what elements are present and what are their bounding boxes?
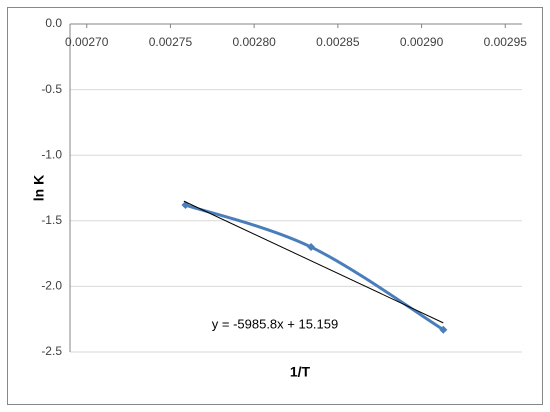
y-tick-label: -2.5	[41, 344, 62, 358]
y-tick-label: -1.5	[41, 213, 62, 227]
y-tick-label: 0.0	[45, 16, 62, 30]
x-tick-label: 0.00295	[484, 35, 528, 49]
x-tick-label: 0.00270	[65, 35, 109, 49]
y-tick-label: -1.0	[41, 147, 62, 161]
trendline	[183, 200, 444, 324]
x-axis-title: 1/T	[290, 364, 311, 380]
x-tick-label: 0.00280	[232, 35, 276, 49]
y-axis-title: ln K	[31, 175, 47, 201]
y-tick-label: -0.5	[41, 82, 62, 96]
y-tick-label: -2.0	[41, 279, 62, 293]
x-tick-label: 0.00275	[149, 35, 193, 49]
chart-border	[7, 7, 543, 405]
x-tick-label: 0.00285	[316, 35, 360, 49]
trendline-equation: y = -5985.8x + 15.159	[212, 316, 338, 331]
data-point	[439, 325, 448, 334]
x-tick-label: 0.00290	[400, 35, 444, 49]
data-point	[307, 243, 316, 252]
